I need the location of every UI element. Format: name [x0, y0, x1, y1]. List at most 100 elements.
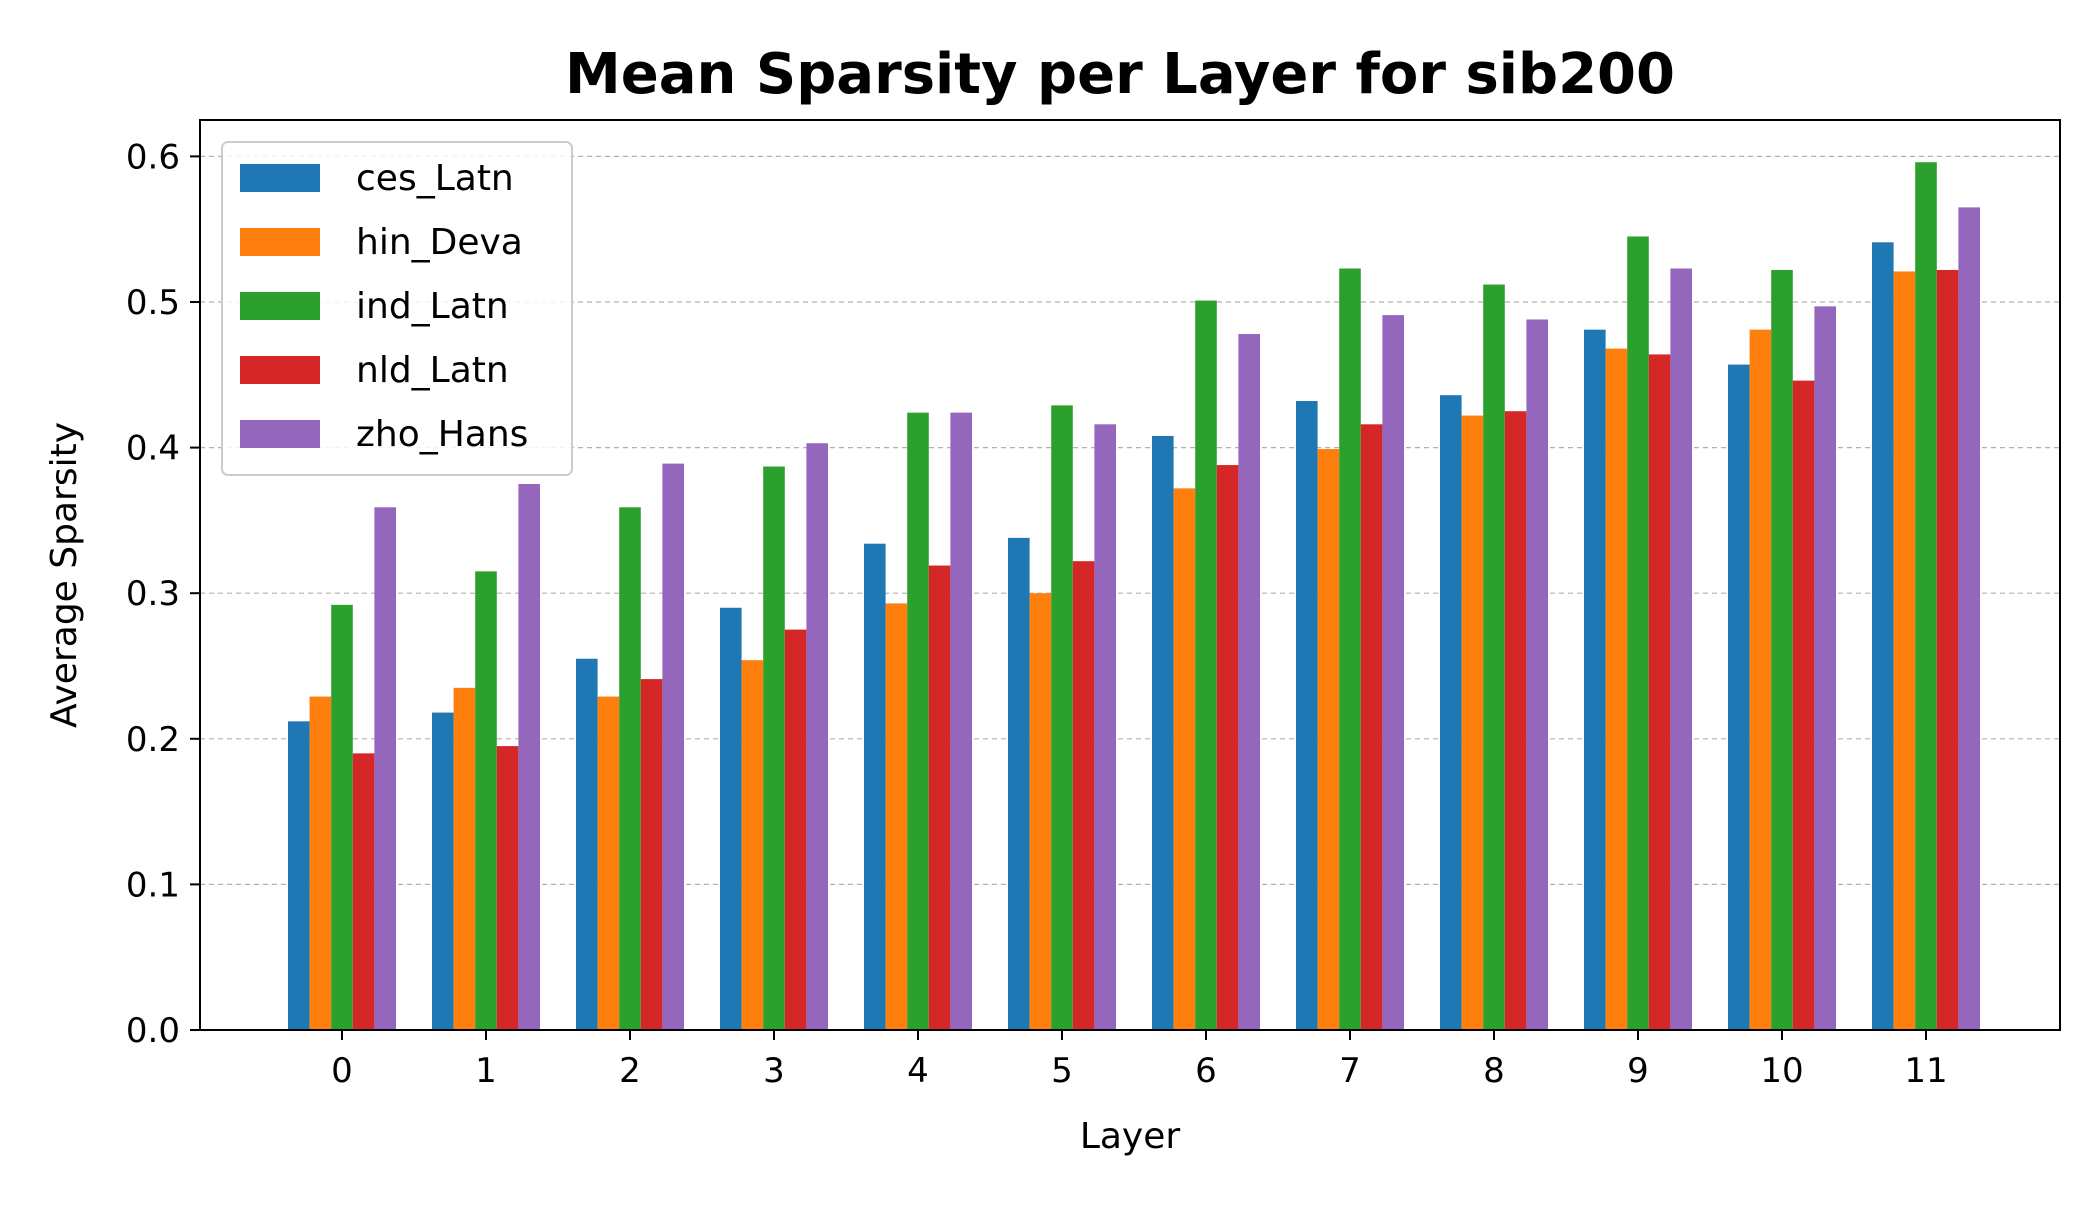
- legend-swatch-ind_Latn: [240, 292, 320, 320]
- x-tick-label: 8: [1483, 1051, 1505, 1091]
- bar-ces_Latn-layer-8: [1440, 395, 1462, 1031]
- legend-swatch-nld_Latn: [240, 356, 320, 384]
- bar-zho_Hans-layer-10: [1814, 306, 1836, 1030]
- bar-hin_Deva-layer-8: [1461, 415, 1484, 1030]
- bar-nld_Latn-layer-3: [784, 629, 807, 1030]
- bar-ces_Latn-layer-10: [1728, 364, 1750, 1030]
- bar-zho_Hans-layer-9: [1670, 268, 1692, 1031]
- bar-hin_Deva-layer-1: [453, 687, 476, 1030]
- bar-hin_Deva-layer-3: [741, 660, 764, 1030]
- bar-nld_Latn-layer-8: [1504, 411, 1527, 1030]
- bar-hin_Deva-layer-2: [597, 696, 620, 1030]
- y-tick-label: 0.5: [126, 283, 180, 323]
- x-tick-label: 9: [1627, 1051, 1649, 1091]
- x-tick-label: 10: [1760, 1051, 1803, 1091]
- bar-nld_Latn-layer-5: [1072, 561, 1095, 1030]
- bar-ind_Latn-layer-6: [1195, 300, 1217, 1030]
- x-tick-label: 3: [763, 1051, 785, 1091]
- bar-ind_Latn-layer-11: [1915, 162, 1937, 1030]
- x-tick-label: 11: [1904, 1051, 1947, 1091]
- bar-ind_Latn-layer-3: [763, 466, 785, 1030]
- bar-nld_Latn-layer-2: [640, 679, 663, 1030]
- y-axis-ticks: 0.0 0.1 0.2 0.3 0.4 0.5 0.6: [126, 137, 200, 1051]
- bar-ind_Latn-layer-0: [331, 604, 353, 1030]
- bar-ind_Latn-layer-7: [1339, 268, 1361, 1031]
- bar-nld_Latn-layer-1: [496, 746, 519, 1030]
- bar-hin_Deva-layer-9: [1605, 348, 1628, 1030]
- bar-zho_Hans-layer-5: [1094, 424, 1116, 1031]
- legend-label-zho_Hans: zho_Hans: [356, 414, 528, 455]
- bar-ces_Latn-layer-6: [1152, 435, 1174, 1030]
- bar-ind_Latn-layer-2: [619, 507, 641, 1030]
- x-axis-label: Layer: [1080, 1116, 1181, 1157]
- bar-nld_Latn-layer-0: [352, 753, 375, 1030]
- bar-hin_Deva-layer-6: [1173, 488, 1196, 1030]
- bar-ces_Latn-layer-11: [1872, 242, 1894, 1030]
- y-tick-label: 0.2: [126, 720, 180, 760]
- bar-hin_Deva-layer-10: [1749, 329, 1772, 1030]
- x-tick-label: 2: [619, 1051, 641, 1091]
- bar-nld_Latn-layer-10: [1792, 380, 1815, 1030]
- y-tick-label: 0.4: [126, 429, 180, 469]
- legend: ces_Latn hin_Deva ind_Latn nld_Latn zho_Hans: [221, 141, 573, 476]
- bar-ind_Latn-layer-5: [1051, 405, 1073, 1031]
- bar-nld_Latn-layer-9: [1648, 354, 1671, 1030]
- bar-ces_Latn-layer-5: [1008, 537, 1030, 1030]
- bar-ces_Latn-layer-4: [864, 543, 886, 1030]
- x-axis-ticks: 0 1 2 3 4 5 6 7 8 9 10 11: [331, 1030, 1948, 1091]
- bar-ces_Latn-layer-7: [1296, 401, 1318, 1030]
- y-tick-label: 0.6: [126, 137, 180, 177]
- bar-ind_Latn-layer-4: [907, 412, 929, 1030]
- bar-hin_Deva-layer-7: [1317, 449, 1340, 1030]
- x-tick-label: 1: [475, 1051, 497, 1091]
- bar-nld_Latn-layer-11: [1936, 269, 1959, 1030]
- chart-title: Mean Sparsity per Layer for sib200: [565, 42, 1675, 107]
- legend-box: [221, 141, 573, 476]
- legend-swatch-hin_Deva: [240, 228, 320, 256]
- bar-ces_Latn-layer-1: [432, 712, 454, 1030]
- legend-label-ind_Latn: ind_Latn: [356, 286, 509, 327]
- x-tick-label: 4: [907, 1051, 929, 1091]
- y-axis-label: Average Sparsity: [44, 422, 85, 728]
- bar-zho_Hans-layer-7: [1382, 315, 1404, 1030]
- bar-ind_Latn-layer-1: [475, 571, 497, 1030]
- y-tick-label: 0.0: [126, 1011, 180, 1051]
- bar-ind_Latn-layer-9: [1627, 236, 1649, 1031]
- bar-zho_Hans-layer-6: [1238, 334, 1260, 1031]
- bar-zho_Hans-layer-2: [662, 463, 684, 1031]
- legend-label-hin_Deva: hin_Deva: [356, 222, 523, 263]
- bar-zho_Hans-layer-8: [1526, 319, 1548, 1030]
- bar-ind_Latn-layer-10: [1771, 269, 1793, 1030]
- y-tick-label: 0.1: [126, 865, 180, 905]
- x-tick-label: 0: [331, 1051, 353, 1091]
- legend-swatch-ces_Latn: [240, 164, 320, 192]
- bar-zho_Hans-layer-4: [950, 412, 972, 1030]
- bars: [288, 162, 1980, 1031]
- plot-frame: [199, 119, 2061, 1031]
- bar-ces_Latn-layer-0: [288, 721, 310, 1030]
- bar-zho_Hans-layer-3: [806, 443, 828, 1030]
- bar-ces_Latn-layer-2: [576, 658, 598, 1030]
- bar-hin_Deva-layer-11: [1893, 271, 1916, 1030]
- x-tick-label: 5: [1051, 1051, 1073, 1091]
- x-tick-label: 6: [1195, 1051, 1217, 1091]
- bar-ces_Latn-layer-9: [1584, 329, 1606, 1030]
- bar-hin_Deva-layer-5: [1029, 593, 1052, 1030]
- bar-ces_Latn-layer-3: [720, 607, 742, 1030]
- legend-swatch-zho_Hans: [240, 420, 320, 448]
- x-tick-label: 7: [1339, 1051, 1361, 1091]
- bar-hin_Deva-layer-0: [309, 696, 332, 1030]
- y-tick-label: 0.3: [126, 574, 180, 614]
- bar-nld_Latn-layer-6: [1216, 465, 1239, 1030]
- bar-hin_Deva-layer-4: [885, 603, 908, 1030]
- bar-zho_Hans-layer-11: [1958, 207, 1980, 1031]
- legend-label-nld_Latn: nld_Latn: [356, 350, 509, 391]
- legend-label-ces_Latn: ces_Latn: [356, 158, 514, 199]
- bar-zho_Hans-layer-1: [518, 484, 540, 1030]
- bar-nld_Latn-layer-4: [928, 565, 951, 1030]
- bar-ind_Latn-layer-8: [1483, 284, 1505, 1030]
- bar-zho_Hans-layer-0: [374, 507, 396, 1030]
- bar-nld_Latn-layer-7: [1360, 424, 1383, 1031]
